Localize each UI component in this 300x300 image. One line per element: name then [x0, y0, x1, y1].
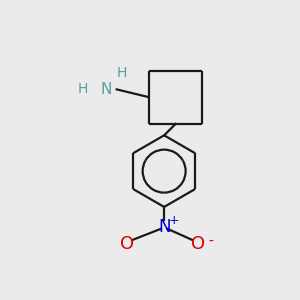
- Text: H: H: [78, 82, 88, 96]
- Text: O: O: [190, 236, 205, 253]
- Text: O: O: [120, 236, 134, 253]
- Text: N: N: [101, 82, 112, 97]
- Text: N: N: [158, 218, 170, 236]
- Text: -: -: [208, 235, 213, 249]
- Text: H: H: [116, 66, 127, 80]
- Text: +: +: [169, 214, 179, 227]
